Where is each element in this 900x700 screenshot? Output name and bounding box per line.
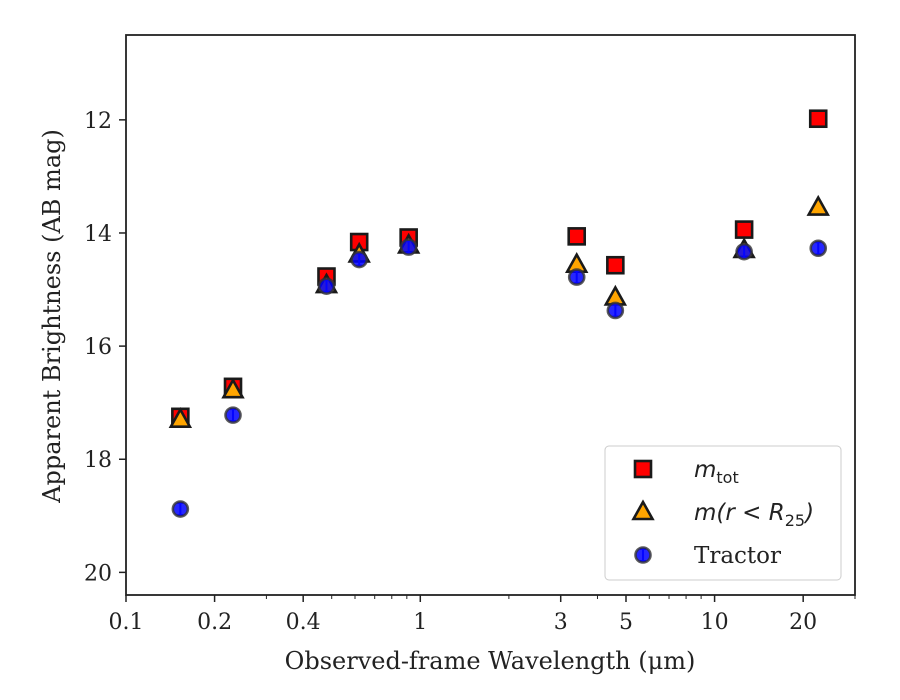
triangle-marker — [631, 499, 655, 521]
x-tick-label: 1 — [413, 610, 427, 635]
square-marker — [633, 459, 653, 479]
series-circle — [171, 238, 828, 518]
legend-entry: Tractor — [634, 543, 781, 569]
x-tick-label: 0.4 — [286, 610, 321, 635]
y-tick-label: 14 — [84, 222, 112, 247]
plot-frame — [125, 34, 856, 596]
x-axis-ticks: 0.1 0.2 0.4 1 3 5 10 20 — [109, 595, 856, 635]
circle-marker — [399, 238, 418, 256]
circle-marker — [171, 500, 190, 518]
data-point — [809, 239, 828, 258]
y-tick-label: 18 — [84, 448, 112, 473]
y-tick-label: 16 — [84, 335, 112, 360]
data-point — [399, 238, 418, 256]
x-tick-label: 3 — [554, 610, 568, 635]
circle-marker — [224, 406, 242, 424]
square-marker — [808, 109, 828, 129]
legend-label: Tractor — [694, 543, 781, 569]
data-point — [567, 227, 587, 246]
legend-entry: mtot — [633, 457, 739, 487]
circle-marker — [317, 277, 336, 295]
y-axis-label: Apparent Brightness (AB mag) — [38, 129, 66, 504]
data-point — [350, 250, 368, 269]
legend: mtot m(r < R25) Tractor — [604, 445, 842, 581]
data-point — [606, 255, 625, 275]
y-tick-label: 20 — [84, 561, 112, 586]
x-tick-label: 0.1 — [109, 610, 144, 635]
circle-marker — [606, 301, 625, 320]
data-point — [606, 301, 625, 320]
triangle-marker — [221, 377, 245, 399]
legend-label: mtot — [694, 457, 739, 487]
circle-marker — [634, 546, 652, 564]
data-point — [735, 242, 753, 261]
x-tick-label: 20 — [789, 610, 817, 635]
legend-label: m(r < R25) — [694, 500, 814, 530]
square-marker — [567, 227, 587, 246]
x-axis-label: Observed-frame Wavelength (μm) — [285, 647, 696, 675]
circle-marker — [809, 239, 828, 258]
legend-marker — [633, 459, 653, 479]
data-point — [168, 406, 193, 428]
data-point — [171, 500, 190, 518]
y-tick-label: 12 — [84, 109, 112, 134]
data-point — [317, 277, 336, 295]
square-marker — [734, 220, 754, 239]
x-tick-label: 10 — [701, 610, 729, 635]
data-point — [806, 194, 830, 216]
data-point — [224, 406, 242, 424]
square-marker — [606, 255, 625, 275]
data-point — [567, 268, 586, 286]
data-point — [221, 377, 245, 399]
data-point — [734, 220, 754, 239]
data-markers — [168, 109, 830, 518]
x-tick-label: 0.2 — [197, 610, 232, 635]
legend-entries: mtot m(r < R25) Tractor — [631, 457, 814, 569]
circle-marker — [735, 242, 753, 261]
circle-marker — [350, 250, 368, 269]
y-axis-ticks: 12 14 16 18 20 — [84, 109, 126, 586]
circle-marker — [567, 268, 586, 286]
triangle-marker — [168, 406, 193, 428]
triangle-marker — [806, 194, 830, 216]
legend-marker — [634, 546, 652, 564]
legend-box — [604, 445, 842, 581]
legend-marker — [631, 499, 655, 521]
legend-entry: m(r < R25) — [631, 499, 814, 530]
data-point — [808, 109, 828, 129]
x-tick-label: 5 — [619, 610, 633, 635]
